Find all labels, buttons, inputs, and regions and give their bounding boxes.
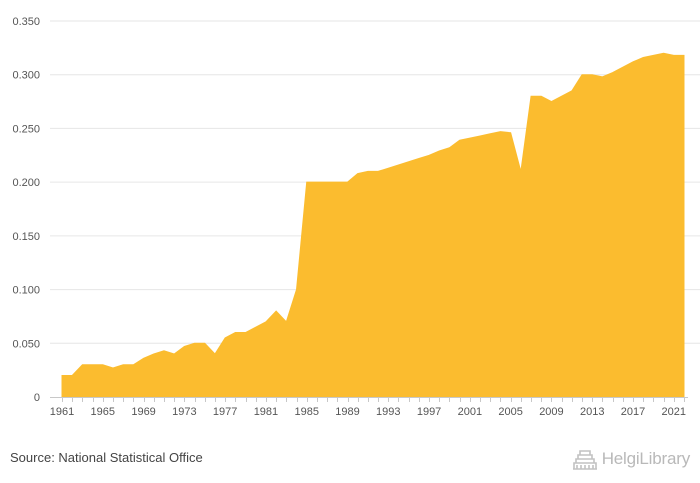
x-tick-label: 2013 — [580, 406, 604, 418]
x-tick-label: 1965 — [91, 406, 115, 418]
x-tick-label: 1985 — [294, 406, 318, 418]
area-chart: 1961 1965 1969 1973 1977 1981 1985 1989 1993 1997… — [12, 16, 700, 418]
x-tick-label: 1961 — [50, 406, 74, 418]
y-tick-label: 0.350 — [12, 16, 40, 28]
library-building-icon — [572, 450, 597, 470]
helgilibrary-logo: HelgiLibrary — [572, 446, 690, 472]
x-tick-label: 1969 — [131, 406, 155, 418]
data-series — [61, 52, 685, 398]
y-tick-label: 0 — [34, 392, 40, 404]
logo-text: HelgiLibrary — [601, 449, 691, 468]
x-tick-label: 2009 — [539, 406, 563, 418]
x-axis: 1961 1965 1969 1973 1977 1981 1985 1989 1993 1997… — [50, 397, 688, 418]
data-area — [61, 52, 685, 398]
x-tick-label: 1989 — [335, 406, 359, 418]
y-tick-label: 0.150 — [12, 231, 40, 243]
y-tick-label: 0.050 — [12, 338, 40, 350]
x-tick-label: 1981 — [254, 406, 278, 418]
x-tick-label: 2005 — [498, 406, 522, 418]
x-tick-label: 1973 — [172, 406, 196, 418]
x-tick-label: 2017 — [621, 406, 645, 418]
y-tick-label: 0.300 — [12, 70, 40, 82]
x-tick-label: 2001 — [458, 406, 482, 418]
source-note: Source: National Statistical Office — [10, 450, 203, 465]
x-tick-label: 1997 — [417, 406, 441, 418]
x-tick-label: 1977 — [213, 406, 237, 418]
x-tick-label: 1993 — [376, 406, 400, 418]
y-tick-label: 0.200 — [12, 177, 40, 189]
x-tick-label: 2021 — [662, 406, 686, 418]
y-axis: 0 0.050 0.100 0.150 0.200 0.250 0.300 0.350 — [12, 16, 40, 404]
y-tick-label: 0.100 — [12, 285, 40, 297]
y-tick-label: 0.250 — [12, 123, 40, 135]
